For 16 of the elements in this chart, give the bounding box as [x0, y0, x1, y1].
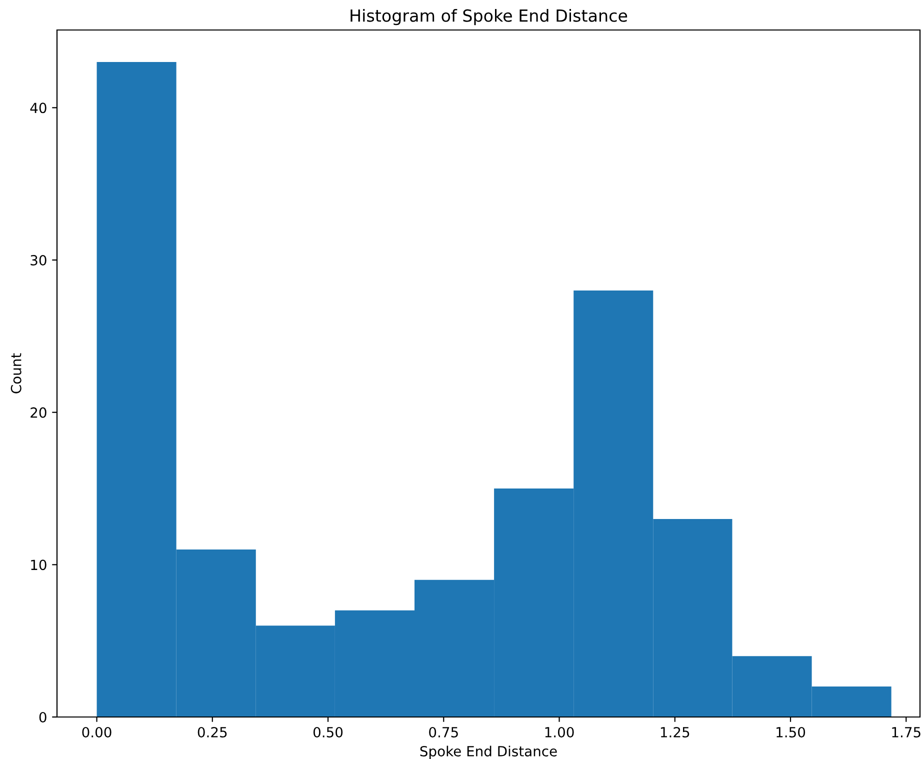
- x-tick-label: 1.75: [892, 727, 920, 738]
- y-tick-label: 40: [30, 102, 46, 114]
- x-tick-label: 1.00: [545, 726, 574, 738]
- x-tick-label: 1.50: [776, 726, 806, 738]
- x-tick-label: 0.50: [313, 726, 343, 738]
- x-tick-label: 1.25: [660, 726, 690, 738]
- x-tick-label: 0.75: [429, 726, 458, 738]
- x-axis-title: Spoke End Distance: [420, 746, 557, 759]
- y-axis-title: Count: [10, 353, 22, 394]
- x-tick-label: 0.00: [82, 726, 112, 738]
- y-tick-label: 20: [30, 407, 46, 418]
- y-tick-label: 30: [30, 254, 46, 266]
- y-tick-label: 0: [39, 712, 46, 722]
- x-tick-label: 0.25: [198, 726, 227, 738]
- chart-title: Histogram of Spoke End Distance: [350, 9, 628, 26]
- y-tick-label: 10: [31, 560, 46, 570]
